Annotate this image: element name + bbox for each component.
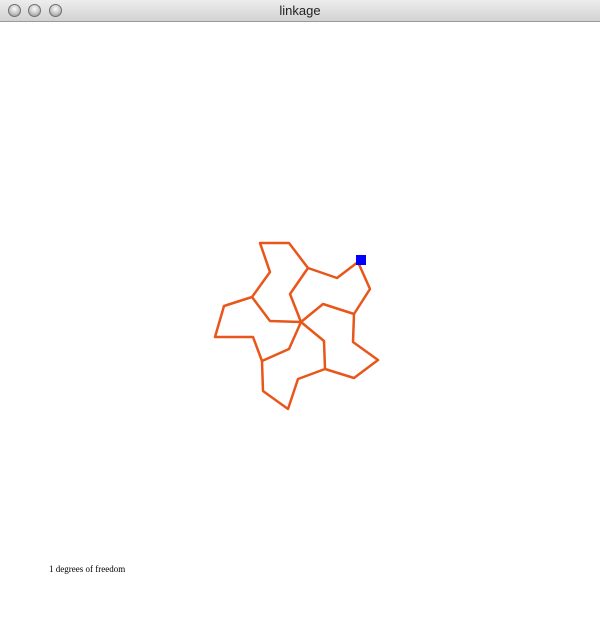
minimize-button[interactable] [28, 4, 41, 17]
linkage-bar-3 [260, 320, 327, 411]
window-title: linkage [279, 3, 321, 18]
linkage-bar-2 [213, 241, 310, 363]
linkage-canvas[interactable] [0, 22, 600, 622]
linkage-bar-5 [250, 295, 303, 324]
linkage-bar-1 [288, 260, 372, 324]
zoom-button[interactable] [49, 4, 62, 17]
linkage-bars [213, 241, 380, 411]
degrees-of-freedom-label: 1 degrees of freedom [49, 564, 126, 574]
close-button[interactable] [8, 4, 21, 17]
title-bar[interactable]: linkage [0, 0, 600, 22]
drag-handle[interactable] [356, 255, 366, 265]
linkage-bar-4 [323, 312, 380, 380]
